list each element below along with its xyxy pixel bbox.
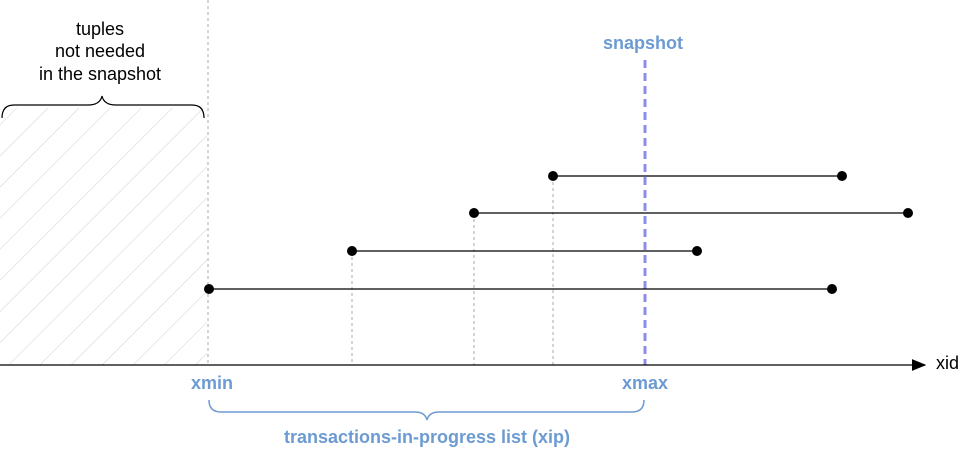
top-brace <box>1 95 205 119</box>
endpoint <box>692 246 702 256</box>
xip-brace <box>208 399 645 421</box>
xip-label: transactions-in-progress list (xip) <box>284 427 570 447</box>
endpoint <box>548 171 558 181</box>
excluded-region <box>0 108 207 365</box>
endpoint <box>204 284 214 294</box>
endpoint <box>827 284 837 294</box>
transactions <box>209 175 908 290</box>
endpoint <box>347 246 357 256</box>
xmin-label: xmin <box>191 373 233 393</box>
note-line: not needed <box>55 41 145 61</box>
axis-label: xid <box>936 353 959 373</box>
endpoints <box>204 171 913 294</box>
xmax-label: xmax <box>622 373 668 393</box>
note-line: in the snapshot <box>39 64 161 84</box>
endpoint <box>903 208 913 218</box>
endpoint <box>469 208 479 218</box>
snapshot-label: snapshot <box>603 33 683 53</box>
endpoint <box>837 171 847 181</box>
note-line: tuples <box>76 19 124 39</box>
